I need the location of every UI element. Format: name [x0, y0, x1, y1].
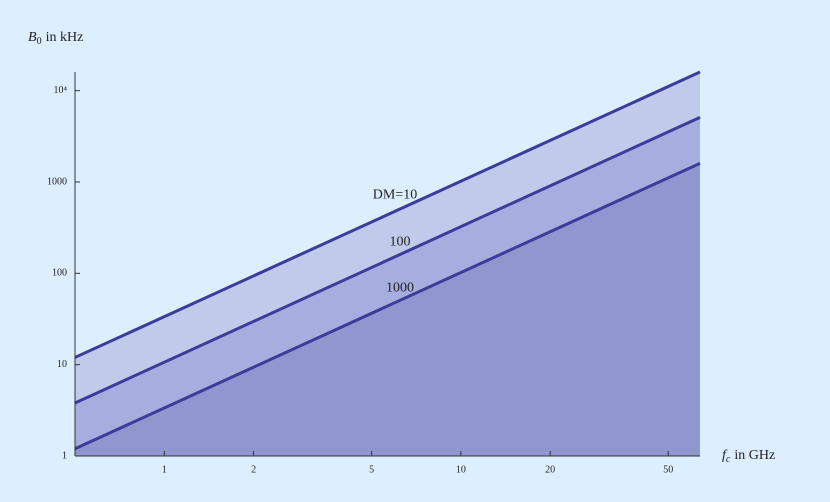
- series-line: [74, 115, 701, 405]
- series-line: [74, 70, 701, 359]
- series-line: [74, 161, 701, 451]
- band: [75, 163, 700, 456]
- x-tick-label: 20: [545, 464, 555, 475]
- y-tick-label: 10: [57, 359, 67, 370]
- y-label-unit: in kHz: [46, 30, 84, 45]
- axes: 1 2 5 10 20 50 1 10 100 1000 10⁴: [47, 72, 700, 475]
- x-tick-label: 50: [663, 464, 673, 475]
- x-label-unit: in GHz: [734, 448, 775, 463]
- y-tick-label: 1000: [47, 176, 67, 187]
- x-tick-label: 2: [251, 464, 256, 475]
- y-label-symbol: B: [28, 30, 37, 45]
- y-tick-label: 10⁴: [54, 85, 68, 96]
- series-label: 100: [390, 235, 411, 250]
- series-label: 1000: [386, 281, 414, 296]
- series-label: DM=10: [373, 188, 417, 203]
- x-axis-label: fc in GHz: [722, 448, 775, 465]
- y-axis-label: B0 in kHz: [28, 30, 83, 47]
- x-tick-label: 5: [369, 464, 374, 475]
- areas: [75, 72, 700, 457]
- x-label-symbol: f: [722, 448, 728, 463]
- lines: DM=10 100 1000: [74, 70, 701, 451]
- x-tick-label: 1: [162, 464, 167, 475]
- x-label-sub: c: [726, 454, 731, 465]
- y-tick-label: 1: [62, 450, 67, 461]
- x-tick-label: 10: [456, 464, 466, 475]
- y-label-sub: 0: [37, 36, 42, 47]
- y-tick-label: 100: [52, 268, 67, 279]
